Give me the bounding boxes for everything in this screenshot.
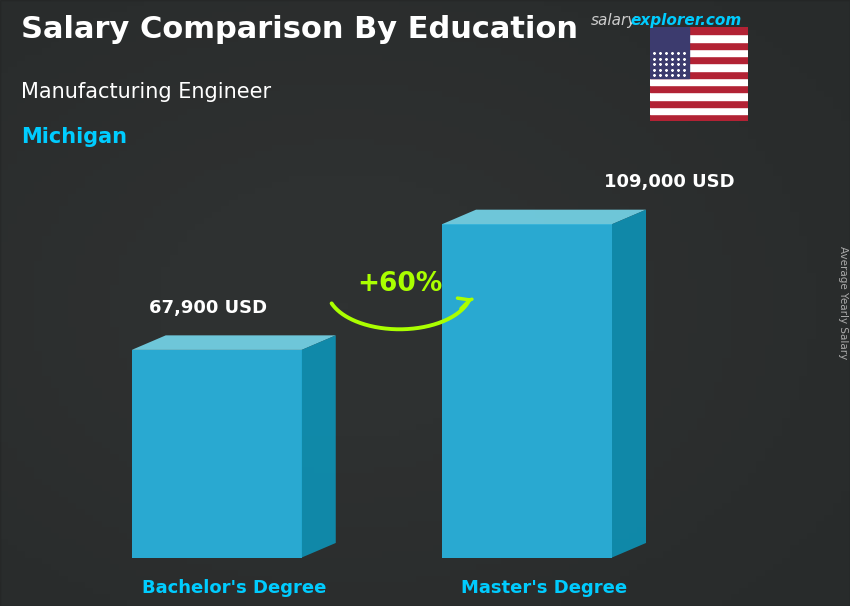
Text: Manufacturing Engineer: Manufacturing Engineer — [21, 82, 271, 102]
Bar — [650, 49, 748, 56]
Text: Master's Degree: Master's Degree — [461, 579, 627, 597]
Text: Salary Comparison By Education: Salary Comparison By Education — [21, 15, 578, 44]
Bar — [650, 78, 748, 85]
Text: 67,900 USD: 67,900 USD — [149, 299, 267, 317]
Bar — [650, 85, 748, 92]
Polygon shape — [442, 210, 646, 224]
Text: 109,000 USD: 109,000 USD — [604, 173, 734, 191]
Bar — [650, 114, 748, 121]
Text: Michigan: Michigan — [21, 127, 128, 147]
Text: Bachelor's Degree: Bachelor's Degree — [142, 579, 326, 597]
Polygon shape — [612, 210, 646, 558]
Text: +60%: +60% — [357, 271, 442, 297]
Text: salary: salary — [591, 13, 637, 28]
Polygon shape — [442, 224, 612, 558]
Bar — [650, 27, 748, 35]
Bar — [650, 35, 748, 42]
Bar — [650, 99, 748, 107]
Polygon shape — [132, 350, 302, 558]
Polygon shape — [132, 335, 336, 350]
Bar — [650, 64, 748, 71]
Bar — [650, 27, 689, 78]
Bar — [650, 107, 748, 114]
Text: explorer.com: explorer.com — [631, 13, 742, 28]
Bar — [650, 92, 748, 99]
Text: Average Yearly Salary: Average Yearly Salary — [838, 247, 848, 359]
Bar — [650, 56, 748, 64]
Polygon shape — [302, 335, 336, 558]
Bar — [650, 71, 748, 78]
Bar — [650, 42, 748, 49]
